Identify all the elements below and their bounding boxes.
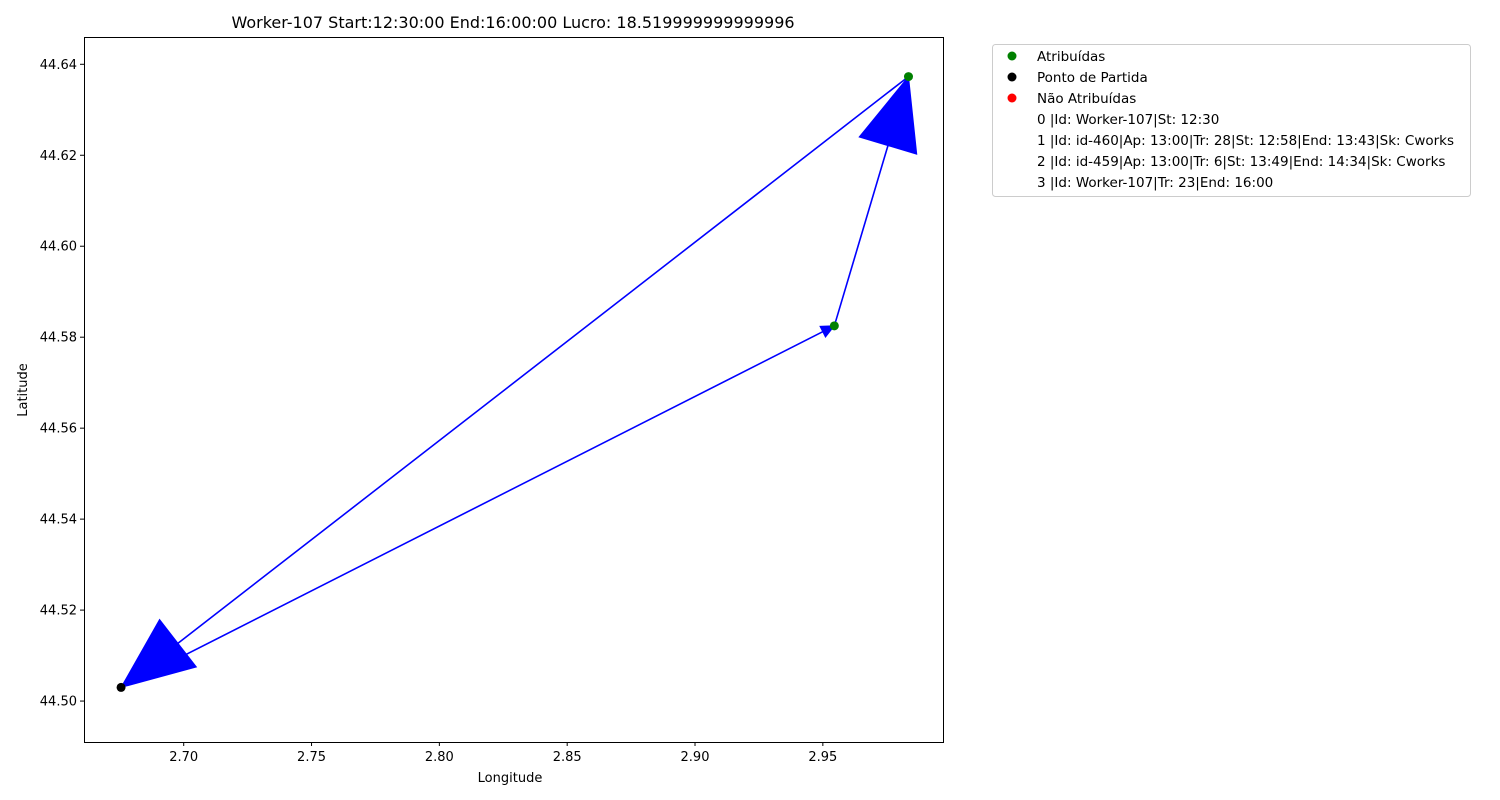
y-axis-label: Latitude [16, 363, 31, 417]
route-segment [120, 75, 909, 689]
x-tick-label: 2.95 [808, 750, 837, 765]
data-point [829, 321, 839, 331]
plot-frame [84, 37, 944, 743]
legend-frame [992, 44, 1471, 197]
y-tick-label: 44.64 [40, 58, 77, 73]
legend-marker [1007, 51, 1017, 61]
data-point [903, 72, 913, 82]
chart-title: Worker-107 Start:12:30:00 End:16:00:00 L… [231, 13, 794, 32]
points-layer [116, 72, 913, 692]
legend-marker [1007, 93, 1017, 103]
tick-layer: 2.70 2.75 2.80 2.85 2.90 2.95 44.50 44.52 44.54 4… [40, 58, 838, 765]
legend-entry: 2 |Id: id-459|Ap: 13:00|Tr: 6|St: 13:49|… [1037, 154, 1445, 170]
legend-entry: 1 |Id: id-460|Ap: 13:00|Tr: 28|St: 12:58… [1037, 133, 1454, 149]
legend-label: Ponto de Partida [1037, 70, 1148, 86]
y-tick-label: 44.62 [40, 149, 77, 164]
x-tick-label: 2.70 [169, 750, 198, 765]
y-tick-label: 44.52 [40, 604, 77, 619]
y-tick-label: 44.58 [40, 331, 77, 346]
route-arrowhead [819, 325, 836, 338]
x-tick-label: 2.75 [297, 750, 326, 765]
legend-marker [1007, 72, 1017, 82]
legend-label: Não Atribuídas [1037, 91, 1136, 107]
route-layer [120, 75, 918, 689]
y-tick-label: 44.60 [40, 240, 77, 255]
y-tick-label: 44.54 [40, 513, 77, 528]
y-tick-label: 44.56 [40, 422, 77, 437]
route-arrowhead [120, 618, 198, 689]
legend-label: Atribuídas [1037, 49, 1105, 65]
route-segment [120, 325, 835, 689]
legend-entry: 0 |Id: Worker-107|St: 12:30 [1037, 112, 1219, 128]
data-point [116, 682, 126, 692]
x-axis-label: Longitude [478, 771, 543, 786]
y-tick-label: 44.50 [40, 695, 77, 710]
x-tick-label: 2.80 [425, 750, 454, 765]
route-arrowhead [858, 75, 918, 155]
legend: Atribuídas Ponto de Partida Não Atribuídas… [992, 44, 1471, 197]
legend-entry: 3 |Id: Worker-107|Tr: 23|End: 16:00 [1037, 175, 1273, 191]
x-tick-label: 2.90 [681, 750, 710, 765]
x-tick-label: 2.85 [553, 750, 582, 765]
